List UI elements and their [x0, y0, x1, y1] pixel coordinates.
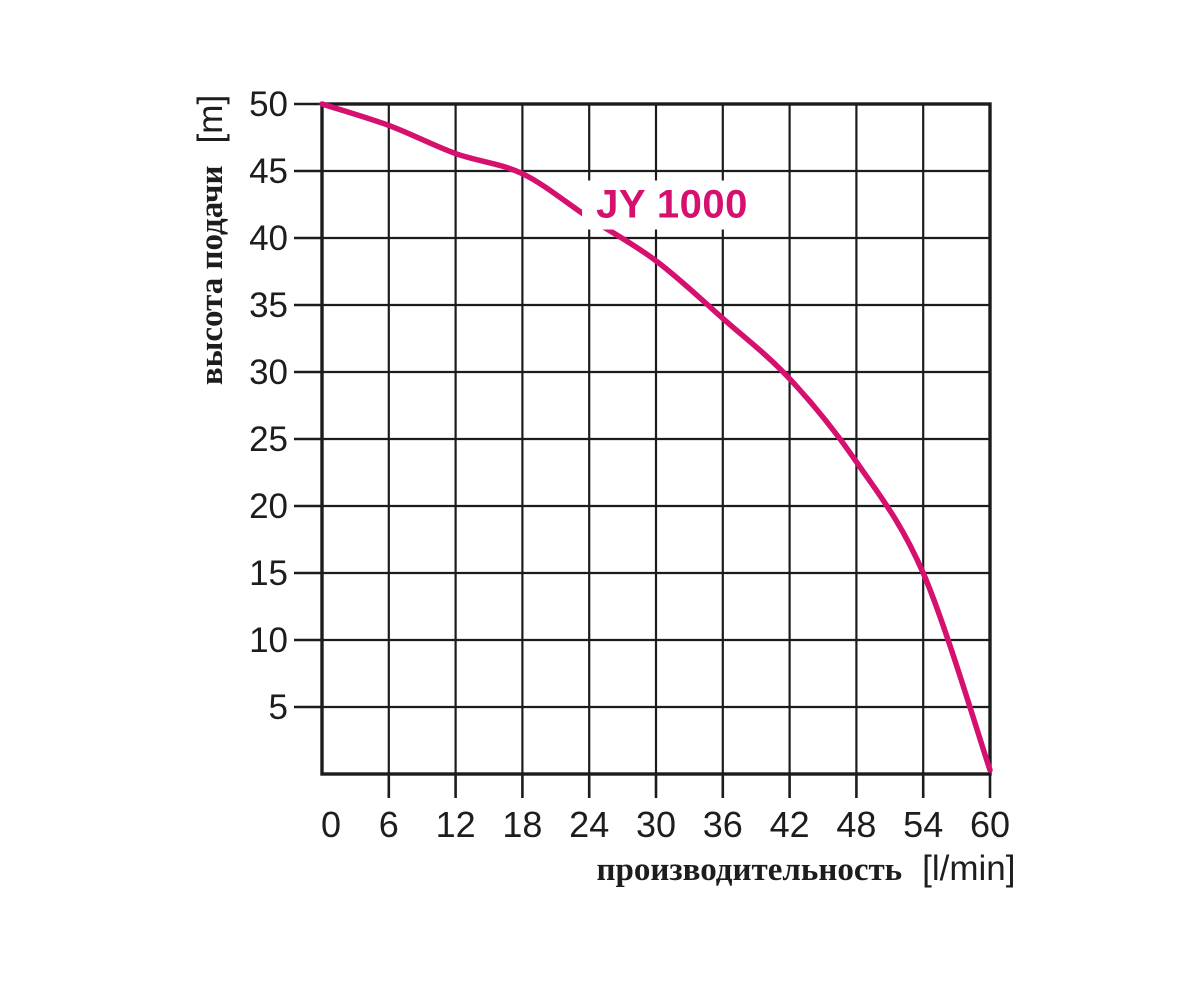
x-tick-label: 54 — [903, 804, 943, 845]
y-tick-label: 10 — [249, 621, 288, 660]
y-axis-title: высота подачи [m] — [191, 95, 231, 385]
y-tick-label: 35 — [249, 286, 288, 325]
y-tick-label: 15 — [249, 554, 288, 593]
y-tick-label: 45 — [249, 152, 288, 191]
x-tick-label: 36 — [703, 804, 743, 845]
x-tick-label: 42 — [770, 804, 810, 845]
x-tick-label: 0 — [321, 804, 341, 845]
x-tick-label: 24 — [569, 804, 609, 845]
y-tick-label: 30 — [249, 353, 288, 392]
x-axis-title: производительность [l/min] — [597, 849, 1016, 889]
y-tick-label: 5 — [269, 688, 288, 727]
x-tick-label: 60 — [970, 804, 1010, 845]
x-tick-label: 48 — [836, 804, 876, 845]
y-tick-label: 50 — [249, 85, 288, 124]
x-axis-title-text: производительность — [596, 852, 903, 888]
y-tick-label: 25 — [249, 420, 288, 459]
x-tick-label: 30 — [636, 804, 676, 845]
y-tick-label: 40 — [249, 219, 288, 258]
x-tick-label: 12 — [436, 804, 476, 845]
series-label: JY 1000 — [582, 180, 762, 230]
y-axis-title-text: высота подачи — [194, 165, 230, 386]
y-axis-unit: [m] — [191, 94, 230, 144]
pump-curve — [319, 101, 993, 773]
x-axis-unit: [l/min] — [922, 849, 1016, 888]
x-tick-label: 6 — [379, 804, 399, 845]
y-tick-label: 20 — [249, 487, 288, 526]
x-tick-label: 18 — [502, 804, 542, 845]
